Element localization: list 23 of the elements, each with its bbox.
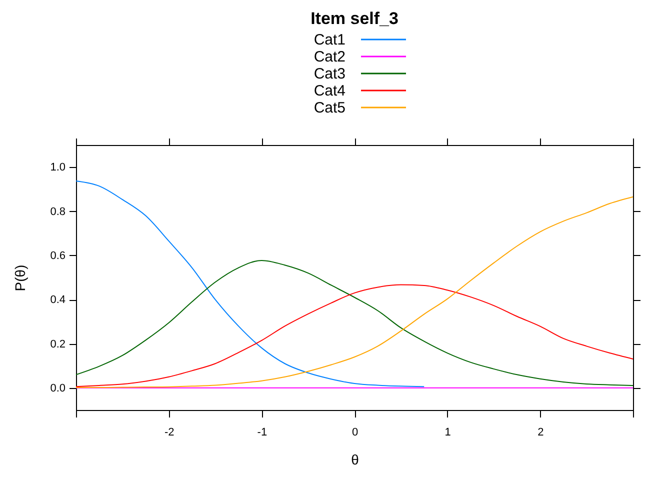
line-series: [76, 196, 634, 388]
x-tick-label: 2: [538, 426, 544, 438]
legend-label: Cat4: [314, 82, 346, 100]
legend-label: Cat5: [314, 100, 346, 116]
legend-label: Cat1: [314, 32, 346, 48]
line-series: [76, 180, 425, 388]
y-axis-title: P(θ): [12, 264, 28, 292]
x-axis-title: θ: [351, 452, 360, 468]
legend-label: Cat2: [314, 48, 346, 66]
line-series: [76, 284, 634, 388]
legend-label: Cat3: [314, 66, 346, 82]
x-tick-label: -2: [164, 426, 174, 438]
x-tick-label: 1: [444, 426, 451, 438]
y-tick-label: 0.2: [50, 338, 66, 350]
x-tick-label: -1: [257, 426, 268, 438]
y-tick-label: 1.0: [50, 162, 66, 174]
y-tick-label: 0.4: [50, 294, 66, 306]
x-tick-label: 0: [352, 426, 358, 438]
y-tick-label: 0.6: [50, 250, 66, 262]
line-series: [76, 260, 634, 386]
y-tick-label: 0.8: [50, 206, 66, 218]
y-tick-label: 0.0: [50, 382, 66, 394]
chart-title: Item self_3: [310, 9, 398, 28]
